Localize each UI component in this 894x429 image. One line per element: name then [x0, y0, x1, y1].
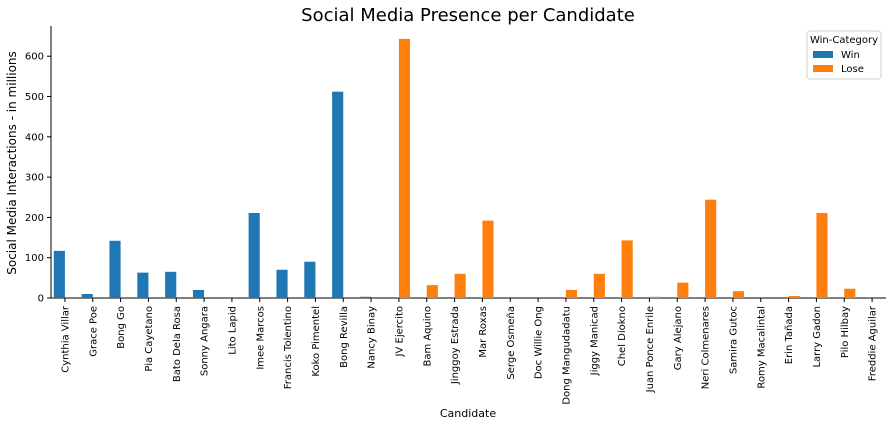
bar-lose — [565, 289, 578, 298]
bar-lose — [426, 285, 438, 298]
y-axis-label: Social Media Interactions - in millions — [5, 51, 19, 275]
x-tick-label: Sonny Angara — [200, 306, 211, 376]
x-tick-label: JV Ejercito — [394, 306, 405, 357]
x-tick-label: Mar Roxas — [478, 306, 489, 358]
bar-win — [276, 269, 288, 298]
x-tick-label: Imee Marcos — [255, 306, 266, 370]
chart-title: Social Media Presence per Candidate — [301, 5, 635, 26]
legend-title: Win-Category — [810, 35, 878, 46]
x-tick-label: Lito Lapid — [227, 306, 238, 355]
legend-swatch-lose — [813, 65, 833, 72]
bar-lose — [844, 288, 856, 298]
x-tick-label: Erin Tañada — [784, 306, 795, 364]
y-tick-label: 0 — [38, 294, 44, 305]
bar-lose — [677, 282, 689, 298]
bar-win — [137, 272, 149, 298]
x-tick-label: Bong Go — [116, 306, 127, 349]
y-tick-label: 500 — [25, 92, 44, 103]
x-tick-label: Jinggoy Estrada — [450, 306, 461, 385]
x-tick-label: Cynthia Villar — [60, 305, 71, 373]
bar-lose — [732, 291, 745, 298]
x-tick-label: Pilo Hilbay — [840, 306, 851, 358]
x-tick-label: Dong Mangudadatu — [561, 306, 572, 405]
bar-lose — [816, 212, 828, 298]
bar-win — [53, 250, 65, 298]
bar-lose — [593, 273, 605, 298]
y-tick-label: 300 — [25, 173, 44, 184]
bar-lose — [398, 38, 411, 299]
legend-label-win: Win — [841, 50, 860, 61]
x-axis-label: Candidate — [440, 407, 496, 420]
legend: Win-Category Win Lose — [806, 30, 882, 80]
x-tick-label: Chel Diokno — [617, 306, 628, 366]
x-tick-label: Samira Gutoc — [728, 306, 739, 374]
bar-lose — [454, 273, 466, 298]
x-tick-label: Larry Gadon — [812, 306, 823, 368]
x-tick-label: Francis Tolentino — [283, 306, 294, 389]
bar-lose — [482, 220, 494, 298]
x-tick-label: Koko Pimentel — [311, 306, 322, 377]
legend-swatch-win — [813, 51, 833, 58]
bar-win — [109, 240, 121, 298]
bar-win — [332, 91, 344, 299]
x-tick-label: Romy Macalintal — [756, 306, 767, 389]
x-tick-label: Neri Colmenares — [701, 306, 712, 389]
x-tick-label: Gary Alejano — [673, 306, 684, 370]
bar-win — [304, 261, 316, 298]
x-tick-label: Jiggy Manicad — [589, 306, 600, 376]
x-tick-label: Doc Willie Ong — [534, 306, 545, 379]
bar-win — [192, 289, 205, 298]
bar-win — [165, 271, 177, 298]
x-tick-label: Bato Dela Rosa — [172, 306, 183, 382]
x-tick-label: Serge Osmeña — [506, 306, 517, 380]
legend-label-lose: Lose — [841, 64, 864, 75]
bar-win — [248, 212, 260, 298]
y-tick-label: 400 — [25, 132, 44, 143]
x-tick-label: Bam Aquino — [422, 306, 433, 367]
x-tick-label: Grace Poe — [88, 306, 99, 357]
x-tick-label: Freddie Aguilar — [868, 305, 879, 381]
x-tick-label: Bong Revilla — [339, 306, 350, 368]
plot-area: 0 100 200 300 400 500 600 Cynthia Villar Grace P… — [25, 26, 886, 405]
bar-win — [359, 296, 372, 298]
bar-win — [81, 293, 93, 298]
bar-lose — [705, 199, 717, 298]
y-tick-label: 600 — [25, 52, 44, 63]
x-tick-label: Nancy Binay — [367, 306, 378, 369]
y-tick-label: 200 — [25, 213, 44, 224]
x-tick-label: Pia Cayetano — [144, 306, 155, 372]
bar-lose — [621, 240, 633, 298]
bar-lose — [788, 295, 800, 298]
x-tick-label: Juan Ponce Enrile — [645, 306, 656, 393]
bar-lose — [649, 296, 661, 298]
y-tick-label: 100 — [25, 253, 44, 264]
